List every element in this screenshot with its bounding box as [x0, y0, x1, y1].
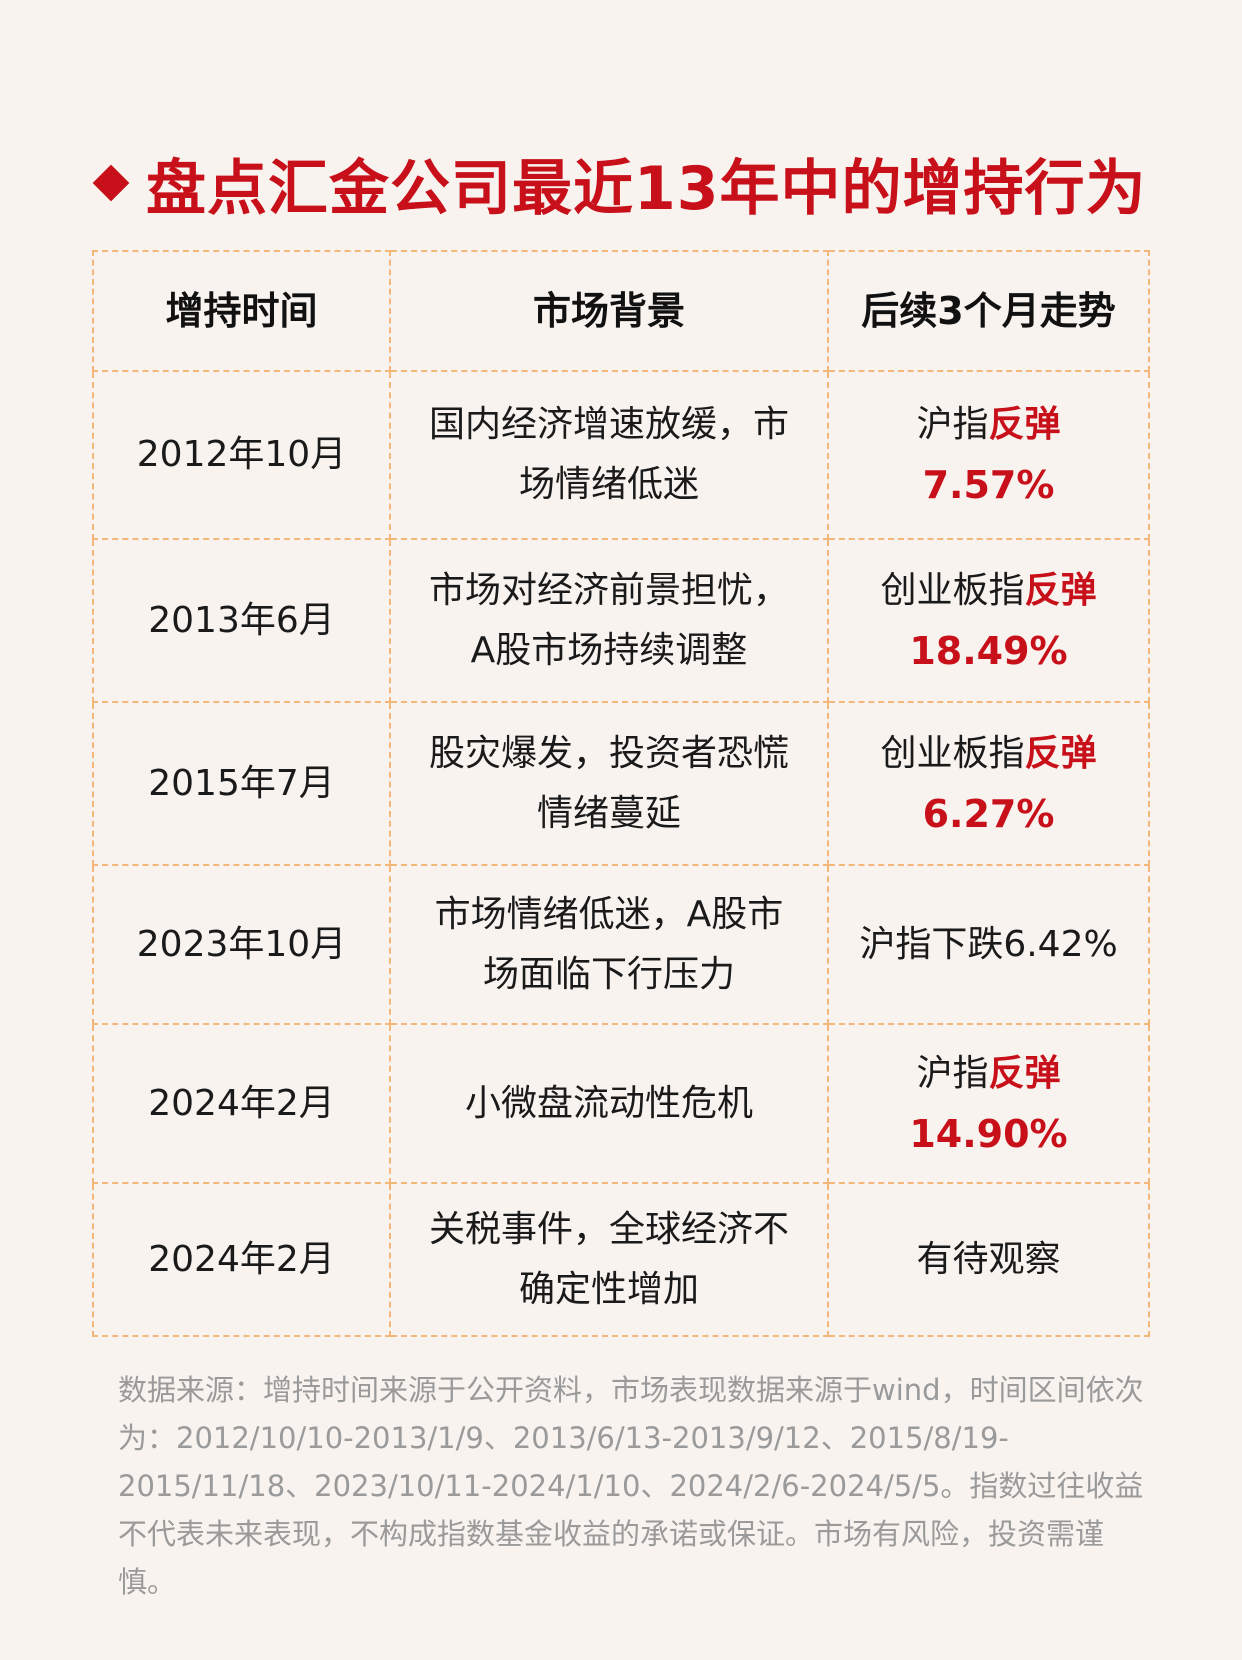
background-line: A股市场持续调整 — [470, 629, 748, 671]
table-row: 2024年2月 关税事件，全球经济不 确定性增加 有待观察 — [92, 1182, 1150, 1337]
trend-value: 6.27% — [922, 791, 1055, 836]
trend-label: 沪指反弹 — [839, 395, 1138, 455]
background-line: 股灾爆发，投资者恐慌 — [428, 732, 789, 774]
cell-time: 2015年7月 — [92, 701, 391, 866]
background-line: 关税事件，全球经济不 — [428, 1208, 789, 1250]
holdings-table: 增持时间 市场背景 后续3个月走势 2012年10月 国内经济增速放缓，市 场情… — [92, 250, 1150, 1337]
table-row: 2013年6月 市场对经济前景担忧， A股市场持续调整 创业板指反弹 18.49… — [92, 538, 1150, 703]
trend-keyword: 反弹 — [988, 1052, 1061, 1094]
background-line: 场情绪低迷 — [518, 464, 699, 505]
table-row: 2024年2月 小微盘流动性危机 沪指反弹 14.90% — [92, 1023, 1150, 1184]
cell-time: 2012年10月 — [92, 370, 391, 540]
trend-keyword: 反弹 — [988, 404, 1061, 445]
background-line: 市场情绪低迷，A股市 — [434, 893, 784, 935]
cell-background: 关税事件，全球经济不 确定性增加 — [389, 1182, 829, 1337]
cell-background: 市场对经济前景担忧， A股市场持续调整 — [389, 538, 829, 703]
cell-background: 市场情绪低迷，A股市 场面临下行压力 — [389, 864, 829, 1025]
page-title: 盘点汇金公司最近13年中的增持行为 — [92, 138, 1182, 228]
trend-value: 14.90% — [909, 1111, 1068, 1156]
trend-label: 沪指反弹 — [839, 1044, 1138, 1104]
background-line: 情绪蔓延 — [536, 792, 681, 834]
cell-background: 小微盘流动性危机 — [389, 1023, 829, 1184]
table-row: 2015年7月 股灾爆发，投资者恐慌 情绪蔓延 创业板指反弹 6.27% — [92, 701, 1150, 866]
background-line: 确定性增加 — [518, 1268, 699, 1310]
table-row: 2023年10月 市场情绪低迷，A股市 场面临下行压力 沪指下跌6.42% — [92, 864, 1150, 1025]
trend-keyword: 反弹 — [1024, 732, 1097, 774]
cell-trend: 创业板指反弹 18.49% — [827, 538, 1150, 703]
table-header-row: 增持时间 市场背景 后续3个月走势 — [92, 250, 1150, 372]
cell-time: 2023年10月 — [92, 864, 391, 1025]
trend-keyword: 反弹 — [1024, 569, 1097, 611]
footnote-disclaimer: 数据来源：增持时间来源于公开资料，市场表现数据来源于wind，时间区间依次为：2… — [118, 1373, 1144, 1599]
background-line: 小微盘流动性危机 — [464, 1082, 753, 1124]
cell-time: 2024年2月 — [92, 1023, 391, 1184]
header-time: 增持时间 — [92, 250, 391, 372]
background-line: 国内经济增速放缓，市 — [428, 404, 789, 445]
diamond-bullet-icon — [92, 164, 130, 202]
cell-background: 国内经济增速放缓，市 场情绪低迷 — [389, 370, 829, 540]
cell-time: 2024年2月 — [92, 1182, 391, 1337]
cell-trend: 沪指反弹 7.57% — [827, 370, 1150, 540]
cell-trend: 创业板指反弹 6.27% — [827, 701, 1150, 866]
background-line: 场面临下行压力 — [482, 953, 735, 995]
trend-index: 创业板指 — [880, 569, 1025, 611]
header-background: 市场背景 — [389, 250, 829, 372]
trend-index: 创业板指 — [880, 732, 1025, 774]
cell-background: 股灾爆发，投资者恐慌 情绪蔓延 — [389, 701, 829, 866]
trend-label: 创业板指反弹 — [839, 561, 1138, 621]
trend-value: 7.57% — [922, 463, 1055, 507]
table-row: 2012年10月 国内经济增速放缓，市 场情绪低迷 沪指反弹 7.57% — [92, 370, 1150, 540]
trend-index: 沪指 — [916, 1052, 989, 1094]
trend-label: 创业板指反弹 — [839, 724, 1138, 784]
cell-trend: 沪指下跌6.42% — [827, 864, 1150, 1025]
trend-index: 沪指 — [916, 404, 989, 445]
cell-time: 2013年6月 — [92, 538, 391, 703]
page-title-text: 盘点汇金公司最近13年中的增持行为 — [146, 153, 1147, 224]
background-line: 市场对经济前景担忧， — [428, 569, 789, 611]
header-trend: 后续3个月走势 — [827, 250, 1150, 372]
trend-value: 18.49% — [909, 628, 1068, 673]
cell-trend: 沪指反弹 14.90% — [827, 1023, 1150, 1184]
cell-trend: 有待观察 — [827, 1182, 1150, 1337]
